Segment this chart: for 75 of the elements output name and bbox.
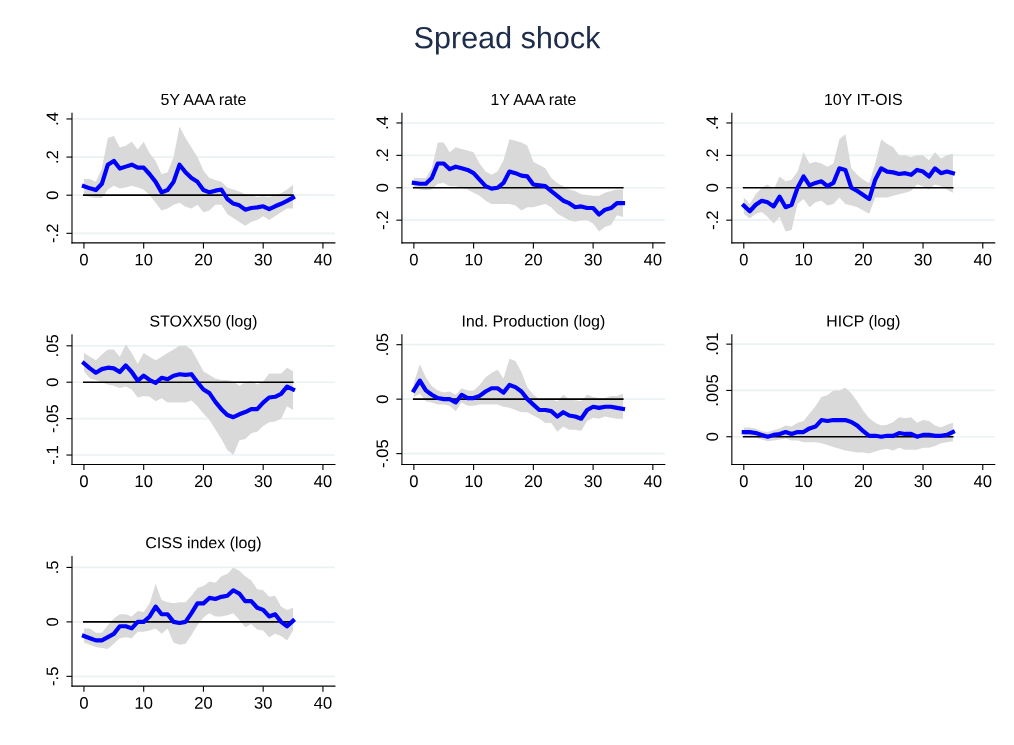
x-tick-label: 40 xyxy=(643,253,662,266)
y-tick-label: .5 xyxy=(46,561,59,573)
y-tick-label: .05 xyxy=(376,333,389,355)
x-tick-label: 10 xyxy=(795,475,813,488)
y-tick-label: 0 xyxy=(46,617,59,626)
chart-title: 10Y IT-OIS xyxy=(825,93,902,106)
x-tick-label: 0 xyxy=(79,253,88,266)
y-tick-label: -.5 xyxy=(46,667,59,686)
y-tick-label: 0 xyxy=(376,395,389,404)
y-tick-label: .4 xyxy=(376,116,389,129)
x-tick-label: 30 xyxy=(254,475,272,488)
x-tick-label: 10 xyxy=(135,253,153,266)
y-tick-label: -.2 xyxy=(376,211,389,230)
x-tick-label: 30 xyxy=(914,253,932,266)
text: Spread shock xyxy=(414,26,601,55)
chart-title: Ind. Production (log) xyxy=(462,314,605,330)
y-tick-label: 0 xyxy=(46,378,59,387)
y-tick-label: 0 xyxy=(706,183,719,192)
chart-title: 5Y AAA rate xyxy=(161,93,246,106)
x-tick-label: 0 xyxy=(739,253,748,266)
line-series xyxy=(81,588,296,643)
x-tick-label: 40 xyxy=(973,475,992,488)
y-tick-label: -.05 xyxy=(46,404,59,433)
x-tick-label: 40 xyxy=(314,475,332,488)
x-tick-label: 20 xyxy=(195,475,213,488)
x-tick-label: 0 xyxy=(79,697,88,709)
line-series xyxy=(81,361,296,420)
chart-title: 1Y AAA rate xyxy=(491,93,576,106)
x-tick-label: 20 xyxy=(854,475,872,488)
x-tick-label: 10 xyxy=(135,475,153,488)
y-tick-label: -.1 xyxy=(46,446,59,465)
x-tick-label: 30 xyxy=(254,697,272,709)
x-tick-label: 10 xyxy=(135,697,153,709)
y-tick-label: 0 xyxy=(46,191,59,200)
x-tick-label: 10 xyxy=(795,253,813,266)
x-tick-label: 40 xyxy=(643,475,662,488)
line-series xyxy=(741,417,955,439)
y-tick-label: .2 xyxy=(46,150,59,163)
line-series xyxy=(411,378,626,421)
x-tick-label: 0 xyxy=(409,475,418,488)
x-tick-label: 30 xyxy=(254,253,272,266)
x-tick-label: 40 xyxy=(973,253,992,266)
x-tick-label: 0 xyxy=(409,253,418,266)
x-tick-label: 30 xyxy=(584,253,602,266)
x-tick-label: 40 xyxy=(314,697,332,709)
y-tick-label: .005 xyxy=(706,374,719,406)
x-tick-label: 20 xyxy=(524,475,542,488)
y-tick-label: 0 xyxy=(706,432,719,441)
x-tick-label: 30 xyxy=(914,475,932,488)
chart-title: CISS index (log) xyxy=(146,536,261,552)
y-tick-label: .4 xyxy=(46,112,59,125)
x-tick-label: 20 xyxy=(195,253,213,266)
x-tick-label: 0 xyxy=(79,475,88,488)
y-tick-label: -.05 xyxy=(376,439,389,468)
y-tick-label: .2 xyxy=(376,149,389,161)
y-tick-label: 0 xyxy=(376,183,389,192)
x-tick-label: 10 xyxy=(465,475,483,488)
line-series xyxy=(81,158,296,212)
x-tick-label: 20 xyxy=(195,697,213,709)
x-tick-label: 10 xyxy=(465,253,483,266)
x-tick-label: 40 xyxy=(314,253,332,266)
y-tick-label: .4 xyxy=(706,116,718,129)
y-tick-label: .05 xyxy=(46,334,59,356)
y-tick-label: -.2 xyxy=(706,211,718,230)
y-tick-label: -.2 xyxy=(46,224,59,243)
chart-title: STOXX50 (log) xyxy=(150,314,257,330)
x-tick-label: 20 xyxy=(854,253,872,266)
y-tick-label: .01 xyxy=(706,333,719,355)
x-tick-label: 30 xyxy=(584,475,602,488)
x-tick-label: 0 xyxy=(739,475,748,488)
line-series xyxy=(741,166,955,214)
chart-title: HICP (log) xyxy=(827,314,900,330)
y-tick-label: .2 xyxy=(706,149,718,161)
line-series xyxy=(411,161,626,217)
x-tick-label: 20 xyxy=(524,253,542,266)
